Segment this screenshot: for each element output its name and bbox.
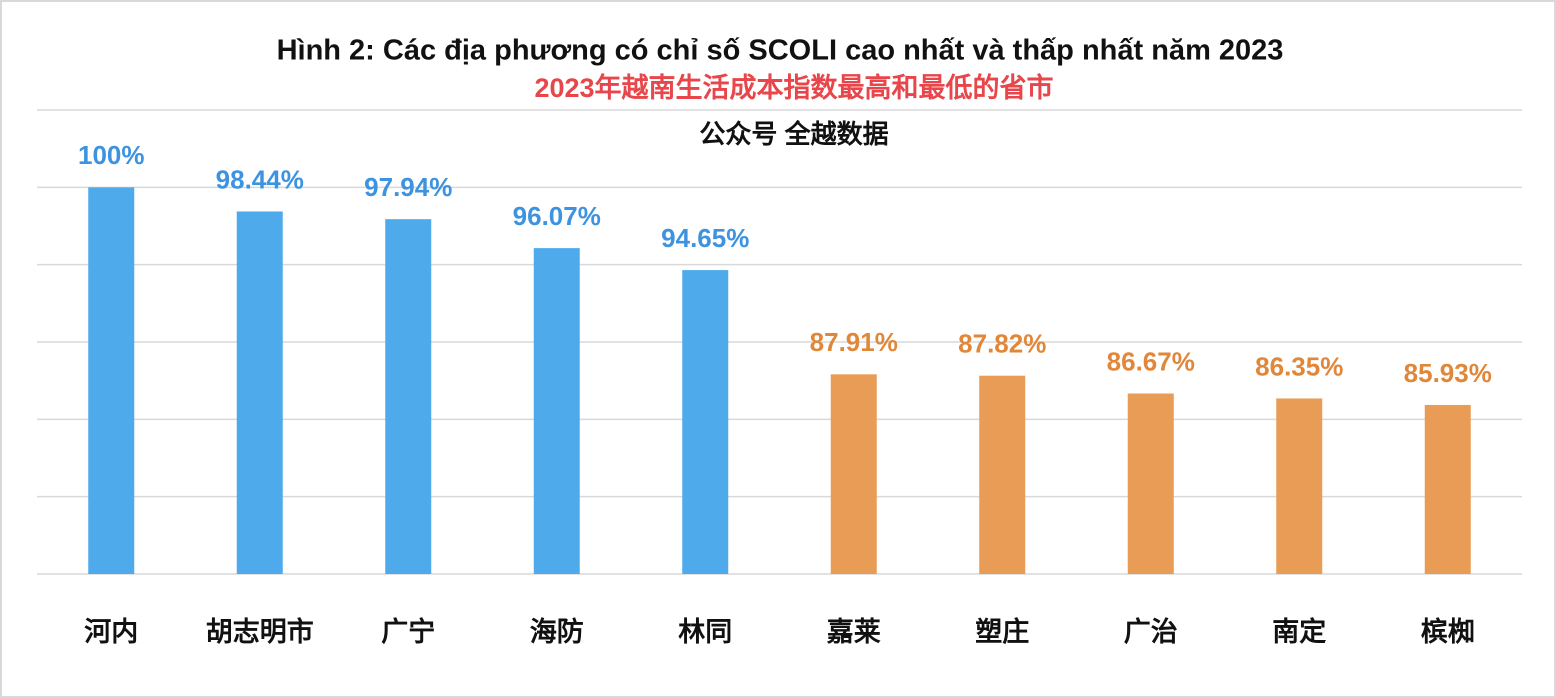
bar	[533, 248, 580, 574]
value-label: 94.65%	[661, 223, 749, 253]
bar	[1424, 404, 1471, 574]
bar	[979, 375, 1026, 574]
x-tick-label: 嘉莱	[827, 617, 881, 647]
value-label: 86.35%	[1255, 351, 1343, 381]
source-note: 公众号 全越数据	[699, 119, 888, 149]
bar	[1276, 398, 1323, 574]
x-tick-label: 槟椥	[1421, 616, 1475, 647]
x-tick-label: 河内	[84, 617, 138, 647]
value-label: 100%	[78, 140, 145, 170]
x-tick-label: 广宁	[381, 616, 435, 647]
bar	[682, 270, 729, 574]
chart-title: Hình 2: Các địa phương có chỉ số SCOLI c…	[277, 35, 1284, 67]
x-tick-label: 塑庄	[975, 616, 1029, 647]
chart-subtitle: 2023年越南生活成本指数最高和最低的省市	[534, 72, 1053, 103]
value-label: 87.82%	[958, 329, 1046, 359]
bar	[236, 211, 283, 574]
bar	[830, 374, 877, 574]
x-tick-label: 海防	[530, 617, 584, 647]
value-label: 86.67%	[1107, 346, 1195, 376]
value-label: 98.44%	[216, 164, 304, 194]
value-label: 96.07%	[513, 201, 601, 231]
value-label: 97.94%	[364, 172, 452, 202]
bar	[385, 219, 432, 574]
value-label: 85.93%	[1404, 358, 1492, 388]
x-tick-label: 广治	[1124, 617, 1178, 647]
x-tick-label: 林同	[678, 617, 732, 647]
x-tick-label: 南定	[1272, 616, 1326, 647]
bar	[88, 187, 135, 575]
x-tick-label: 胡志明市	[206, 616, 314, 647]
bar	[1127, 393, 1174, 574]
value-label: 87.91%	[810, 327, 898, 357]
